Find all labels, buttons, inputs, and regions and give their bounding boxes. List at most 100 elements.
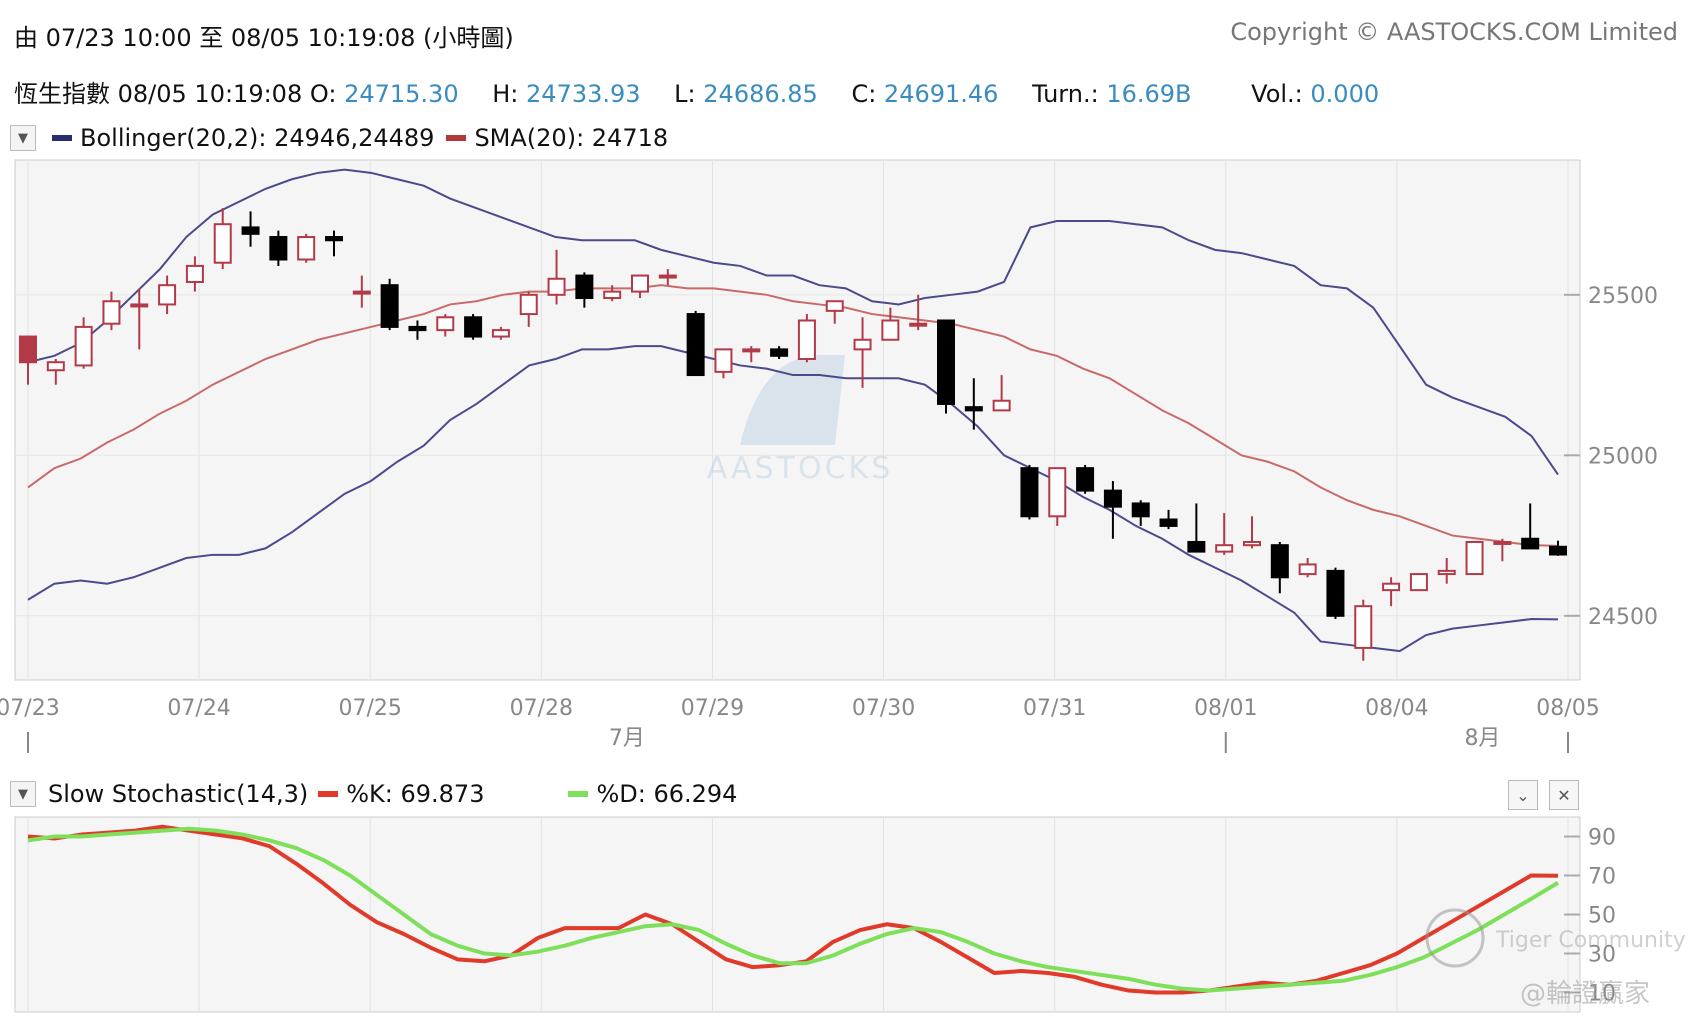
close-icon[interactable]: ✕ <box>1549 780 1579 810</box>
candle-body <box>130 303 149 308</box>
stoch-chart-legend: ▼ Slow Stochastic(14,3) %K: 69.873 %D: 6… <box>10 780 737 808</box>
candle-body <box>464 316 483 338</box>
candle-body <box>297 236 316 261</box>
candle-body <box>1298 563 1317 576</box>
x-tick-label: 08/01 <box>1194 696 1257 721</box>
k-swatch <box>318 791 339 797</box>
candle-body <box>1215 544 1234 553</box>
x-tick-label: 07/30 <box>852 696 915 721</box>
candle-body <box>1187 540 1206 553</box>
candle-body <box>631 274 649 293</box>
tiger-community-text: Tiger Community <box>1495 928 1686 953</box>
stoch-y-tick-label: 90 <box>1588 826 1616 851</box>
candle-body <box>937 319 955 405</box>
candle-body <box>325 236 343 242</box>
quote-bar: 恆生指數 08/05 10:19:08 O: 24715.30 H: 24733… <box>14 74 1379 109</box>
candle-body <box>1326 569 1345 617</box>
candle-body <box>380 284 399 328</box>
candle-body <box>491 329 510 338</box>
month-label: 7月 <box>609 726 645 751</box>
candle-body <box>1549 545 1567 556</box>
sma-line <box>27 284 1559 547</box>
candle-body <box>519 293 538 316</box>
open-label: O: <box>309 80 337 108</box>
y-axis: 24500 25000 25500 <box>1564 284 1658 630</box>
d-line <box>27 826 1560 993</box>
x-tick-label: 07/31 <box>1023 696 1086 721</box>
candle-body <box>1382 582 1401 592</box>
candle-body <box>1270 544 1289 579</box>
main-chart-legend: ▼ Bollinger(20,2): 24946,24489 SMA(20): … <box>10 124 668 152</box>
stoch-y-tick-label: 30 <box>1588 943 1616 968</box>
bollinger-legend: Bollinger(20,2): 24946,24489 <box>80 124 435 152</box>
quote-time: 08/05 10:19:08 <box>117 80 303 108</box>
candle-body <box>269 236 288 261</box>
stoch-indicator-dropdown[interactable]: ▼ <box>10 781 36 807</box>
close-label: C: <box>851 80 877 108</box>
candlesticks <box>19 208 1567 661</box>
bollinger-swatch <box>52 135 72 141</box>
candle-body <box>408 325 427 332</box>
candle-body <box>603 290 622 300</box>
y-tick-label: 25000 <box>1588 444 1658 469</box>
candle-body <box>1493 540 1512 545</box>
copyright-notice: Copyright © AASTOCKS.COM Limited <box>1230 18 1678 46</box>
turnover-value: 16.69B <box>1106 80 1192 108</box>
sma-swatch <box>446 135 467 141</box>
watermark-logo-shape <box>740 355 845 445</box>
candle-body <box>1354 605 1373 649</box>
stoch-plot-area <box>14 816 1581 1013</box>
x-tick-label: 07/29 <box>681 696 744 721</box>
x-tick-label: 07/24 <box>167 696 230 721</box>
candle-body <box>1131 502 1150 518</box>
candle-body <box>992 399 1011 412</box>
stoch-grid <box>27 817 1569 1012</box>
candle-body <box>241 226 260 235</box>
candle-body <box>74 325 93 367</box>
x-tick-label: 08/05 <box>1536 696 1599 721</box>
tiger-community-watermark: Tiger Community @輪證贏家 <box>1425 908 1686 1009</box>
open-value: 24715.30 <box>344 80 459 108</box>
low-value: 24686.85 <box>703 80 818 108</box>
candle-body <box>352 290 371 295</box>
stoch-y-tick-label: 10 <box>1588 982 1616 1007</box>
stoch-y-tick-label: 70 <box>1588 865 1616 890</box>
stoch-y-tick-label: 50 <box>1588 904 1616 929</box>
candle-body <box>964 406 983 412</box>
x-tick-label: 07/25 <box>339 696 402 721</box>
close-value: 24691.46 <box>883 80 999 108</box>
stoch-y-axis: 90 70 50 30 10 <box>1564 826 1616 1007</box>
candle-body <box>575 274 594 300</box>
candle-body <box>1103 489 1122 508</box>
main-grid <box>15 160 1580 680</box>
candle-body <box>436 316 455 332</box>
candle-body <box>185 264 204 283</box>
bollinger-bands <box>27 168 1559 653</box>
candle-body <box>853 338 872 351</box>
candle-body <box>658 274 677 279</box>
candle-body <box>1465 540 1484 576</box>
stoch-title: Slow Stochastic(14,3) <box>48 780 309 808</box>
candle-body <box>1521 537 1540 550</box>
candle-body <box>797 319 816 361</box>
candle-body <box>1076 467 1095 492</box>
volume-label: Vol.: <box>1251 80 1303 108</box>
candle-body <box>1409 573 1428 592</box>
low-label: L: <box>674 80 696 108</box>
index-name: 恆生指數 <box>14 80 110 108</box>
k-legend: %K: 69.873 <box>346 780 485 808</box>
candle-body <box>825 300 844 312</box>
tiger-logo-icon <box>1425 908 1485 968</box>
candle-body <box>742 348 761 353</box>
sma-legend: SMA(20): 24718 <box>474 124 669 152</box>
x-tick-label: 08/04 <box>1365 696 1428 721</box>
candle-body <box>1020 467 1039 518</box>
main-indicator-dropdown[interactable]: ▼ <box>10 125 36 151</box>
aastocks-watermark: AASTOCKS <box>707 355 890 486</box>
handle-text: @輪證贏家 <box>1520 979 1650 1009</box>
x-axis: 07/23 07/24 07/25 07/28 07/29 07/30 07/31 08/01… <box>0 696 1600 753</box>
collapse-chevron-icon[interactable]: ⌄ <box>1508 780 1538 810</box>
candle-body <box>19 335 37 364</box>
y-tick-label: 24500 <box>1588 605 1658 630</box>
month-label: 8月 <box>1464 726 1500 751</box>
